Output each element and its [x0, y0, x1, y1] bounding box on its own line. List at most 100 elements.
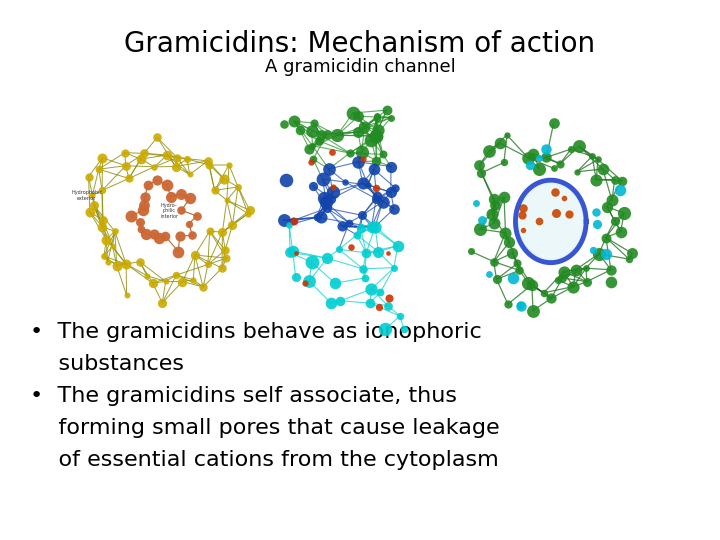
Point: [135, 225, 147, 234]
Point: [220, 246, 231, 254]
Point: [202, 157, 214, 165]
Point: [488, 195, 500, 204]
Point: [557, 274, 568, 282]
Point: [498, 193, 510, 202]
Point: [125, 212, 137, 220]
Point: [605, 266, 616, 274]
Point: [280, 175, 292, 184]
Point: [616, 177, 627, 185]
Point: [306, 126, 318, 135]
Point: [148, 230, 160, 238]
Point: [336, 222, 348, 231]
Point: [134, 257, 145, 266]
Point: [287, 247, 299, 255]
Point: [490, 201, 501, 210]
Point: [366, 136, 377, 145]
Point: [209, 186, 220, 195]
Point: [567, 282, 579, 291]
Point: [176, 190, 187, 199]
Point: [111, 261, 122, 270]
Point: [522, 153, 534, 162]
Point: [382, 249, 393, 258]
Point: [315, 213, 327, 221]
Point: [305, 158, 317, 166]
Point: [527, 306, 539, 315]
Point: [581, 277, 593, 286]
Point: [474, 160, 485, 169]
Point: [135, 155, 147, 164]
Point: [233, 183, 244, 191]
Point: [294, 125, 305, 134]
Point: [508, 273, 519, 282]
Point: [156, 299, 168, 307]
Point: [528, 150, 539, 158]
Text: forming small pores that cause leakage: forming small pores that cause leakage: [30, 418, 500, 438]
Point: [501, 131, 513, 139]
Point: [353, 158, 364, 166]
Point: [534, 216, 545, 225]
Text: substances: substances: [30, 354, 184, 374]
Point: [353, 112, 364, 120]
Point: [189, 251, 201, 259]
Point: [148, 163, 160, 171]
Point: [181, 154, 193, 163]
Point: [374, 288, 386, 296]
Point: [314, 137, 325, 145]
Point: [221, 254, 233, 262]
Point: [524, 161, 536, 170]
Point: [372, 111, 383, 120]
Point: [188, 275, 199, 284]
Point: [221, 196, 233, 205]
Point: [356, 211, 368, 220]
Point: [307, 181, 319, 190]
Point: [503, 238, 515, 247]
Point: [347, 109, 359, 117]
Point: [171, 153, 183, 162]
Point: [371, 184, 382, 192]
Point: [517, 226, 528, 234]
Point: [357, 265, 369, 273]
Point: [100, 235, 112, 244]
Point: [548, 119, 559, 128]
Point: [606, 277, 617, 286]
Point: [500, 228, 511, 237]
Point: [570, 265, 582, 274]
Point: [377, 197, 388, 206]
Point: [119, 148, 130, 157]
Point: [311, 213, 323, 221]
Text: •  The gramicidins self associate, thus: • The gramicidins self associate, thus: [30, 386, 457, 406]
Point: [96, 222, 108, 231]
Point: [299, 279, 310, 287]
Point: [370, 194, 382, 203]
Point: [565, 145, 577, 153]
Point: [471, 198, 482, 207]
Point: [174, 232, 185, 240]
Point: [204, 227, 215, 235]
Point: [369, 222, 381, 231]
Point: [161, 151, 173, 159]
Point: [318, 194, 330, 203]
Point: [516, 302, 527, 310]
Point: [541, 153, 552, 161]
Point: [483, 147, 495, 156]
Point: [141, 272, 153, 280]
Point: [534, 164, 545, 173]
Point: [139, 192, 150, 201]
Point: [120, 260, 132, 268]
Point: [327, 183, 338, 191]
Point: [390, 183, 401, 192]
Point: [161, 180, 172, 189]
Point: [290, 248, 302, 257]
Point: [476, 215, 487, 224]
Point: [615, 227, 626, 236]
Point: [626, 249, 638, 258]
Point: [483, 269, 495, 278]
Point: [526, 280, 538, 289]
Point: [590, 176, 602, 184]
Point: [573, 142, 585, 151]
Point: [614, 186, 626, 194]
Point: [176, 206, 187, 215]
Point: [216, 264, 228, 272]
Point: [204, 161, 215, 170]
Point: [184, 194, 196, 202]
